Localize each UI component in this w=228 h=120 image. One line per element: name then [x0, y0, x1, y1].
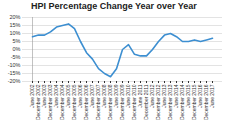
svg-text:June 2004: June 2004 [53, 84, 60, 108]
svg-text:June 2010: June 2010 [125, 84, 132, 108]
svg-text:June 2016: June 2016 [197, 84, 204, 108]
svg-text:June 2017: June 2017 [209, 84, 215, 108]
svg-text:June 2008: June 2008 [101, 84, 108, 108]
svg-text:June 2003: June 2003 [41, 84, 48, 108]
svg-text:0%: 0% [13, 46, 21, 52]
svg-text:5%: 5% [13, 38, 21, 44]
svg-text:10%: 10% [9, 30, 20, 36]
svg-text:June 2006: June 2006 [77, 84, 84, 108]
svg-text:June 2007: June 2007 [89, 84, 96, 108]
svg-text:June 2012: June 2012 [149, 84, 156, 108]
svg-text:-20%: -20% [8, 78, 21, 84]
svg-text:15%: 15% [9, 22, 20, 28]
svg-text:June 2009: June 2009 [113, 84, 120, 108]
svg-text:June 2014: June 2014 [173, 84, 180, 108]
svg-text:June 2013: June 2013 [161, 84, 168, 108]
svg-text:June 2002: June 2002 [29, 84, 36, 108]
svg-text:June 2005: June 2005 [65, 84, 72, 108]
svg-text:December 2011: December 2011 [143, 84, 150, 120]
svg-text:June 2011: June 2011 [137, 84, 144, 108]
svg-text:-15%: -15% [8, 70, 21, 76]
svg-text:-5%: -5% [11, 54, 21, 60]
html-text:HPI Percentage Change Year ove: HPI Percentage Change Year over Year [31, 1, 197, 11]
svg-text:June 2015: June 2015 [185, 84, 192, 108]
svg-text:20%: 20% [9, 14, 20, 20]
svg-text:-10%: -10% [8, 62, 21, 68]
